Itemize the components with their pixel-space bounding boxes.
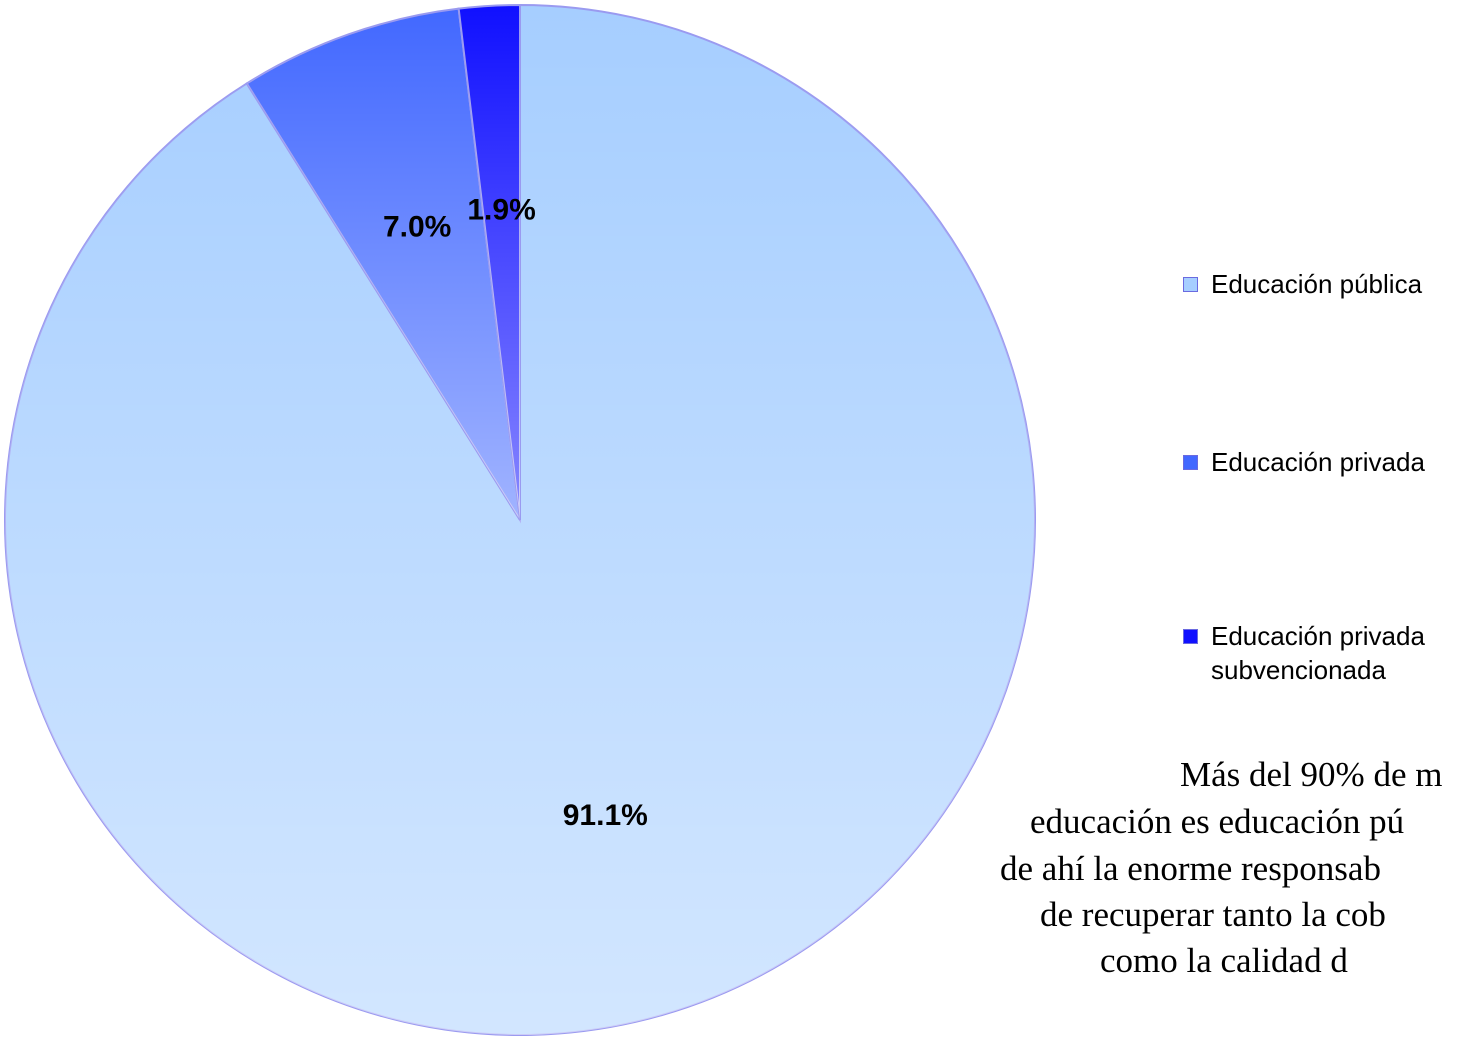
legend-swatch bbox=[1183, 629, 1198, 644]
slice-shade bbox=[246, 8, 520, 520]
annotation-text: de ahí la enorme responsab bbox=[1000, 849, 1381, 888]
slice-label: 1.9% bbox=[467, 193, 535, 226]
legend-label: Educación privada bbox=[1211, 447, 1425, 477]
legend-label: Educación pública bbox=[1211, 269, 1423, 299]
legend-label: Educación privada subvencionada bbox=[1211, 621, 1425, 685]
legend-swatch bbox=[1183, 277, 1198, 292]
slice-label: 91.1% bbox=[563, 799, 648, 832]
slice-label: 7.0% bbox=[383, 211, 451, 244]
annotation-text: Más del 90% de m bbox=[1180, 755, 1443, 794]
annotation-text: de recuperar tanto la cob bbox=[1040, 895, 1386, 934]
slice-shade bbox=[458, 5, 520, 520]
annotation-text: como la calidad d bbox=[1100, 941, 1348, 980]
legend-swatch bbox=[1183, 455, 1198, 470]
annotation-text: educación es educación pú bbox=[1030, 802, 1405, 841]
